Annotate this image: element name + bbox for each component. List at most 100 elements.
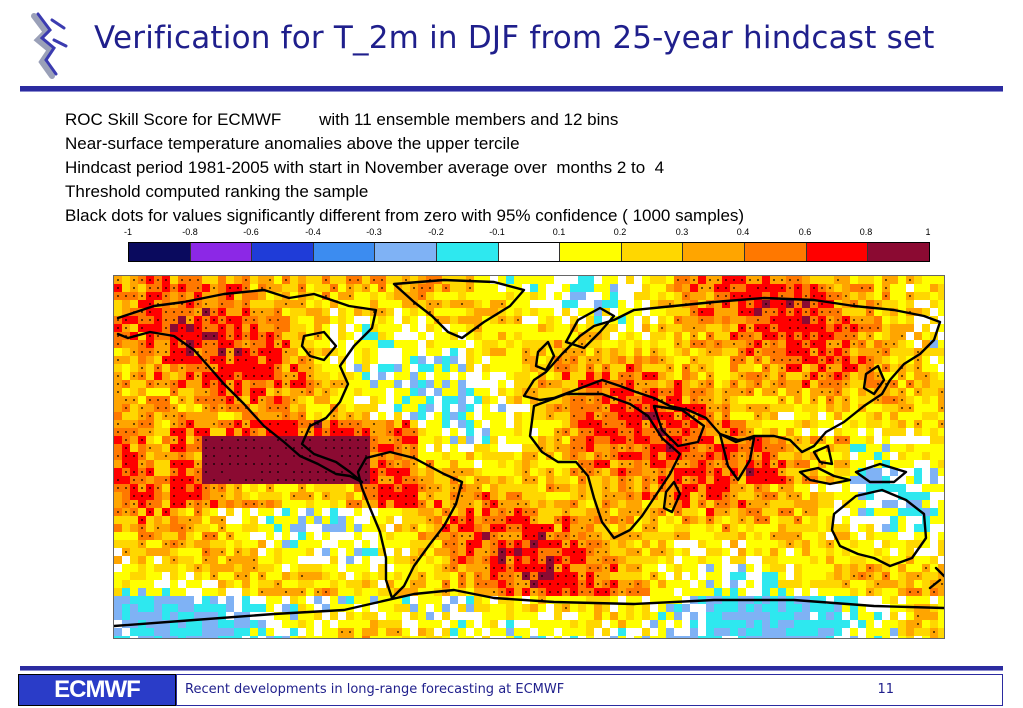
skill-cell [874,284,882,292]
skill-cell [930,516,938,524]
skill-cell [810,540,818,548]
skill-score-field [114,276,944,638]
skill-cell [330,452,338,460]
skill-cell [586,524,594,532]
skill-cell [794,380,802,388]
skill-cell [242,468,250,476]
skill-cell [554,348,562,356]
skill-cell [282,572,290,580]
skill-cell [690,460,698,468]
skill-cell [386,316,394,324]
skill-cell [338,292,346,300]
skill-cell [338,540,346,548]
skill-cell [418,364,426,372]
skill-cell [658,284,666,292]
skill-cell [498,388,506,396]
skill-cell [418,300,426,308]
skill-cell [282,524,290,532]
skill-cell [818,412,826,420]
skill-cell [418,628,426,636]
skill-cell [754,404,762,412]
skill-cell [930,476,938,484]
skill-cell [634,556,642,564]
skill-cell [378,300,386,308]
skill-cell [370,284,378,292]
skill-cell [290,564,298,572]
skill-cell [218,564,226,572]
skill-cell [850,636,858,638]
map-canvas [114,276,944,638]
skill-cell [866,620,874,628]
skill-cell [474,380,482,388]
scale-label: 0.8 [859,227,873,237]
significance-dot [733,279,735,281]
skill-cell [642,340,650,348]
skill-cell [610,540,618,548]
skill-cell [874,444,882,452]
skill-cell [578,420,586,428]
skill-cell [786,612,794,620]
skill-cell [442,460,450,468]
skill-cell [618,284,626,292]
skill-cell [938,428,944,436]
skill-cell [210,604,218,612]
skill-cell [234,556,242,564]
skill-cell [242,532,250,540]
skill-cell [394,532,402,540]
skill-cell [370,300,378,308]
skill-cell [938,308,944,316]
skill-cell [338,372,346,380]
skill-cell [314,612,322,620]
skill-cell [474,596,482,604]
skill-cell [514,516,522,524]
skill-cell [458,636,466,638]
skill-cell [514,636,522,638]
scale-label: 0.4 [736,227,750,237]
skill-cell [194,604,202,612]
skill-cell [362,316,370,324]
skill-cell [402,636,410,638]
skill-cell [114,556,122,564]
skill-cell [370,612,378,620]
skill-cell [930,596,938,604]
skill-cell [338,348,346,356]
skill-cell [738,316,746,324]
skill-cell [706,508,714,516]
skill-cell [394,292,402,300]
significance-dot [773,311,775,313]
skill-cell [802,516,810,524]
skill-cell [322,628,330,636]
skill-cell [370,364,378,372]
skill-cell [602,636,610,638]
skill-cell [674,420,682,428]
skill-cell [722,612,730,620]
skill-cell [626,292,634,300]
skill-cell [170,636,178,638]
skill-cell [434,388,442,396]
skill-cell [562,468,570,476]
skill-cell [274,596,282,604]
skill-cell [706,556,714,564]
skill-cell [794,580,802,588]
skill-cell [874,500,882,508]
skill-cell [626,332,634,340]
skill-cell [130,516,138,524]
skill-cell [426,572,434,580]
skill-cell [578,316,586,324]
skill-cell [274,508,282,516]
skill-cell [250,572,258,580]
skill-cell [498,620,506,628]
skill-cell [178,636,186,638]
skill-cell [330,492,338,500]
skill-cell [594,332,602,340]
skill-cell [858,532,866,540]
skill-cell [162,596,170,604]
skill-cell [866,492,874,500]
skill-cell [354,628,362,636]
significance-dot [725,279,727,281]
skill-cell [282,636,290,638]
skill-cell [466,636,474,638]
skill-cell [442,388,450,396]
skill-cell [434,628,442,636]
skill-cell [498,380,506,388]
